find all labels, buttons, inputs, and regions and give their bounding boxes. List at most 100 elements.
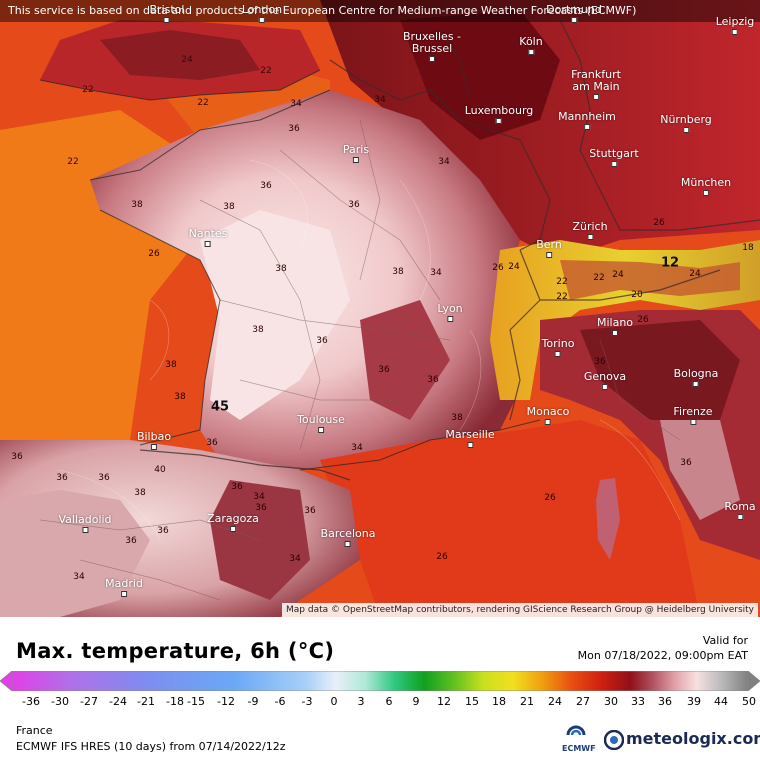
model-run-label: ECMWF IFS HRES (10 days) from 07/14/2022…: [16, 740, 286, 753]
city-label[interactable]: Bern: [536, 239, 562, 258]
scale-tick: -3: [301, 695, 313, 708]
scale-tick: 33: [631, 695, 645, 708]
city-marker-icon: [584, 124, 590, 130]
scale-tick: -27: [80, 695, 98, 708]
city-label[interactable]: Genova: [584, 371, 626, 390]
city-label[interactable]: Dortmund: [546, 4, 602, 23]
meteologix-logo-icon: [604, 730, 624, 750]
isotherm-label: 34: [430, 268, 442, 278]
isotherm-label: 34: [289, 554, 301, 564]
city-label[interactable]: Leipzig: [716, 16, 754, 35]
city-label[interactable]: Barcelona: [321, 528, 375, 547]
scale-tick: 9: [412, 695, 420, 708]
city-marker-icon: [318, 427, 324, 433]
city-label[interactable]: London: [242, 4, 282, 23]
city-marker-icon: [429, 56, 435, 62]
city-marker-icon: [204, 241, 211, 247]
city-label[interactable]: Monaco: [527, 406, 569, 425]
isotherm-label: 24: [181, 55, 193, 65]
city-marker-icon: [571, 17, 577, 23]
scale-tick: 3: [357, 695, 365, 708]
city-label[interactable]: Paris: [343, 144, 369, 163]
isotherm-label: 22: [67, 157, 79, 167]
isotherm-label: 36: [288, 124, 300, 134]
isotherm-label: 36: [378, 365, 390, 375]
city-marker-icon: [732, 29, 738, 35]
city-label[interactable]: Stuttgart: [589, 148, 639, 167]
isotherm-label: 36: [11, 452, 23, 462]
city-label[interactable]: Lyon: [437, 303, 463, 322]
city-label[interactable]: Valladolid: [58, 514, 112, 533]
city-label[interactable]: Mannheim: [558, 111, 616, 130]
isotherm-label: 36: [427, 375, 439, 385]
isotherm-label: 26: [148, 249, 160, 259]
temperature-field: [0, 0, 760, 617]
city-label[interactable]: Frankfurt am Main: [571, 69, 621, 100]
scale-tick: -6: [274, 695, 286, 708]
city-label[interactable]: Bristol: [150, 4, 184, 23]
isotherm-label: 24: [612, 270, 624, 280]
city-marker-icon: [344, 541, 351, 547]
scale-tick: -36: [22, 695, 40, 708]
isotherm-label: 34: [374, 95, 386, 105]
isotherm-label: 22: [82, 85, 94, 95]
legend-footer: Max. temperature, 6h (°C) Valid for Mon …: [0, 617, 760, 760]
map-attribution[interactable]: Map data © OpenStreetMap contributors, r…: [282, 603, 758, 617]
city-label[interactable]: Marseille: [445, 429, 495, 448]
city-marker-icon: [496, 118, 502, 124]
scale-tick: -30: [51, 695, 69, 708]
isotherm-label: 38: [134, 488, 146, 498]
city-label[interactable]: Firenze: [673, 406, 713, 425]
isotherm-label: 26: [637, 315, 649, 325]
scale-tick: 21: [520, 695, 534, 708]
isotherm-label: 22: [593, 273, 605, 283]
meteologix-brand[interactable]: meteologix.com: [626, 729, 760, 748]
city-label[interactable]: Bilbao: [137, 431, 171, 450]
city-label[interactable]: Roma: [724, 501, 756, 520]
scale-tick: 44: [714, 695, 728, 708]
city-marker-icon: [555, 351, 561, 357]
city-marker-icon: [81, 527, 88, 533]
isotherm-label: 36: [304, 506, 316, 516]
city-label[interactable]: Nantes: [189, 228, 227, 247]
isotherm-label: 36: [348, 200, 360, 210]
isotherm-label: 36: [231, 482, 243, 492]
isotherm-label: 26: [653, 218, 665, 228]
city-label[interactable]: Nürnberg: [660, 114, 712, 133]
city-label[interactable]: Luxembourg: [465, 105, 533, 124]
city-label[interactable]: Zürich: [572, 221, 608, 240]
isotherm-label: 36: [594, 357, 606, 367]
scale-ticks: -36 -30 -27 -24 -21 -18 -15 -12 -9 -6 -3…: [0, 695, 760, 709]
isotherm-label: 34: [253, 492, 265, 502]
city-marker-icon: [702, 190, 709, 196]
scale-tick: 27: [576, 695, 590, 708]
scale-tick: -21: [137, 695, 155, 708]
city-marker-icon: [121, 591, 127, 597]
city-label[interactable]: Milano: [597, 317, 633, 336]
ecmwf-logo-icon: [566, 725, 586, 736]
scale-tick: 12: [437, 695, 451, 708]
city-label[interactable]: Bologna: [674, 368, 718, 387]
city-label[interactable]: Toulouse: [297, 414, 345, 433]
city-label[interactable]: Madrid: [105, 578, 143, 597]
city-marker-icon: [466, 442, 473, 448]
city-marker-icon: [611, 330, 618, 336]
city-label[interactable]: Bruxelles - Brussel: [403, 31, 461, 62]
scale-tick: 39: [687, 695, 701, 708]
isotherm-label: 34: [351, 443, 363, 453]
forecast-map[interactable]: This service is based on data and produc…: [0, 0, 760, 617]
city-marker-icon: [683, 127, 689, 133]
city-label[interactable]: München: [681, 177, 731, 196]
city-label[interactable]: Zaragoza: [207, 513, 259, 532]
city-marker-icon: [545, 419, 551, 425]
city-marker-icon: [528, 49, 534, 55]
isotherm-label: 22: [556, 292, 568, 302]
scale-tick: -15: [187, 695, 205, 708]
isotherm-label: 18: [742, 243, 754, 253]
scale-tick: 18: [492, 695, 506, 708]
isotherm-label: 36: [157, 526, 169, 536]
city-label[interactable]: Torino: [542, 338, 574, 357]
scale-tick: 15: [465, 695, 479, 708]
isotherm-label: 22: [260, 66, 272, 76]
city-label[interactable]: Köln: [519, 36, 543, 55]
